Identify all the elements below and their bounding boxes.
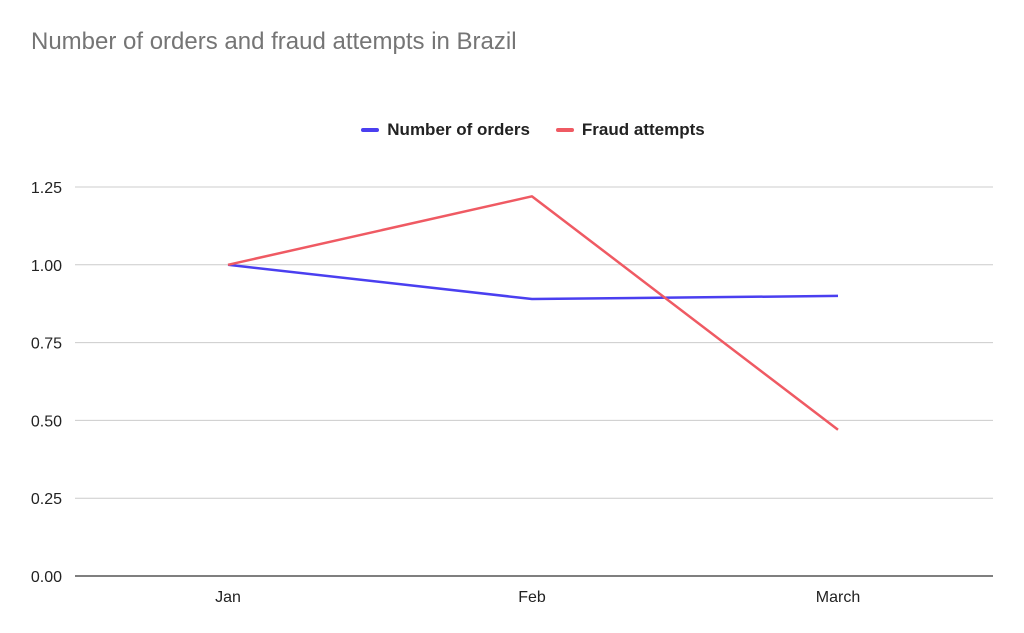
- y-tick-label: 1.00: [31, 258, 62, 275]
- chart-title: Number of orders and fraud attempts in B…: [31, 28, 517, 55]
- legend-label-orders: Number of orders: [387, 120, 530, 139]
- series-lines: [227, 195, 839, 431]
- y-tick-label: 0.50: [31, 413, 62, 430]
- legend-swatch-fraud: [555, 128, 574, 132]
- y-axis-ticks: 0.00 0.25 0.50 0.75 1.00 1.25: [31, 180, 62, 586]
- legend-item-fraud[interactable]: Fraud attempts: [555, 120, 705, 140]
- x-tick-label: Feb: [518, 589, 546, 606]
- legend: Number of orders Fraud attempts: [0, 120, 1024, 140]
- series-line-orders[interactable]: [227, 263, 839, 301]
- x-tick-label: Jan: [215, 589, 241, 606]
- y-tick-label: 1.25: [31, 180, 62, 197]
- x-axis-ticks: Jan Feb March: [215, 589, 860, 606]
- series-line-fraud[interactable]: [227, 195, 839, 431]
- gridlines: [75, 186, 993, 577]
- legend-swatch-orders: [361, 128, 380, 132]
- y-tick-label: 0.75: [31, 336, 62, 353]
- x-tick-label: March: [816, 589, 860, 606]
- legend-label-fraud: Fraud attempts: [581, 120, 705, 139]
- legend-item-orders[interactable]: Number of orders: [361, 120, 530, 140]
- y-tick-label: 0.00: [31, 569, 62, 586]
- y-tick-label: 0.25: [31, 491, 62, 508]
